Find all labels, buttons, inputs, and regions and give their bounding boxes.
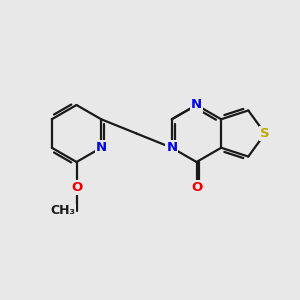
Text: N: N bbox=[191, 98, 202, 112]
Text: N: N bbox=[96, 141, 107, 154]
Text: S: S bbox=[260, 127, 270, 140]
Text: CH₃: CH₃ bbox=[50, 204, 75, 218]
Text: O: O bbox=[191, 181, 202, 194]
Text: N: N bbox=[166, 141, 177, 154]
Text: O: O bbox=[71, 181, 82, 194]
